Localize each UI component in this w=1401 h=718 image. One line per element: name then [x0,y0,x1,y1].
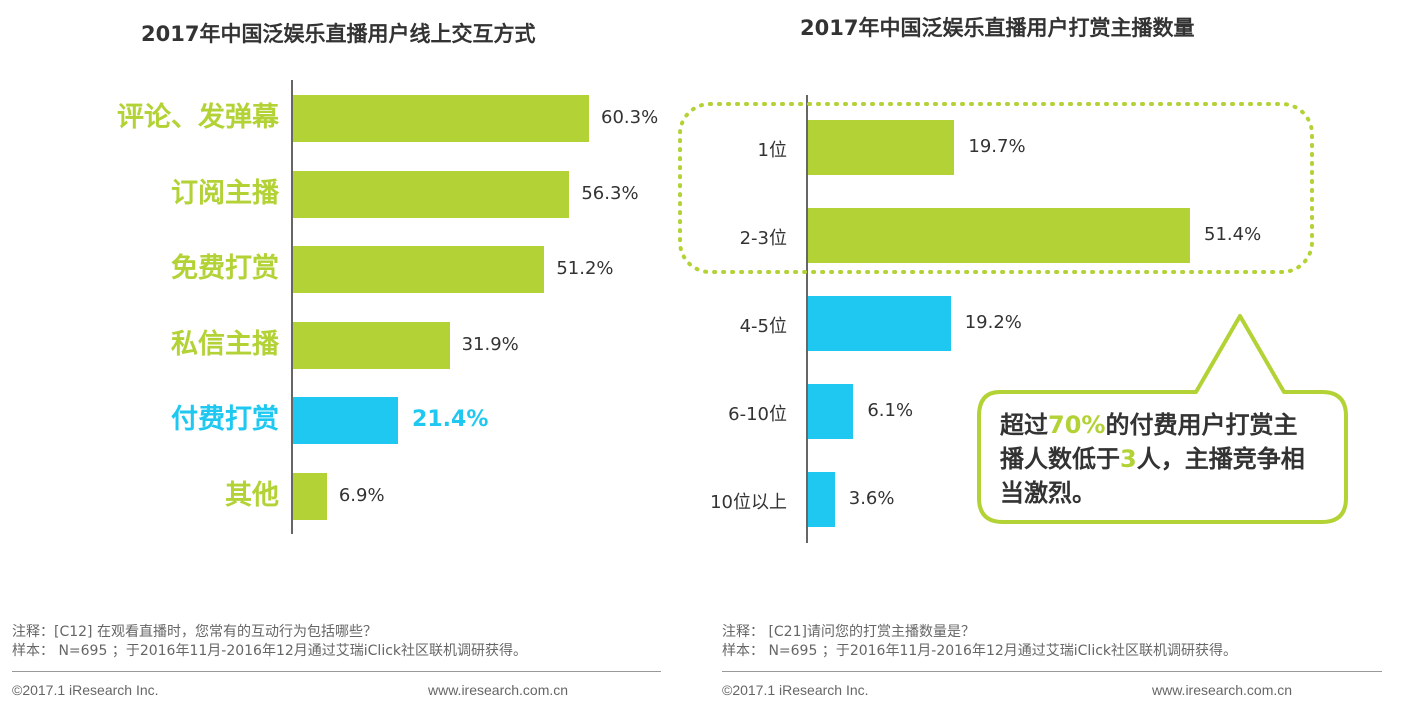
left-bar-4 [293,397,399,444]
left-chart-axis [291,80,293,534]
left-category-label-0: 评论、发弹幕 [117,102,279,133]
left-category-label-2: 免费打赏 [171,253,279,284]
right-website-link[interactable]: www.iresearch.com.cn [1152,682,1293,698]
callout-text-part3: 人，主播竞争相当激烈。 [1000,445,1305,507]
left-footer-divider [12,671,661,672]
left-category-label-4: 付费打赏 [171,404,279,435]
right-category-label-2: 4-5位 [739,316,787,337]
right-value-label-1: 51.4% [1204,224,1262,245]
right-chart-axis [806,95,808,543]
left-bar-3 [293,321,450,369]
callout-highlight-percent: 70% [1048,411,1106,439]
left-website-link[interactable]: www.iresearch.com.cn [428,682,569,698]
left-note-sample: 样本： N=695 ；于2016年11月-2016年12月通过艾瑞iClick社… [12,643,528,659]
left-value-label-2: 51.2% [556,258,614,279]
left-bar-5 [293,472,327,520]
left-value-label-3: 31.9% [461,333,519,355]
left-category-label-5: 其他 [225,479,279,511]
right-footer-divider [722,671,1382,672]
callout-text-part2: 的付费用户打赏主播人数低于 [1000,411,1298,473]
left-note-question: 注释：[C12] 在观看直播时，您常有的互动行为包括哪些？ [12,624,377,640]
right-bar-1 [808,208,1190,263]
left-bar-0 [293,95,589,142]
right-bar-0 [808,120,955,175]
right-category-label-1: 2-3位 [739,228,787,249]
left-value-label-1: 56.3% [581,182,639,204]
left-bar-2 [293,246,545,293]
left-category-label-1: 订阅主播 [171,177,279,209]
right-category-label-4: 10位以上 [710,492,787,513]
right-chart-title: 2017年中国泛娱乐直播用户打赏主播数量 [800,16,1195,40]
right-bar-4 [808,472,835,527]
right-copyright: ©2017.1 iResearch Inc. [722,682,869,698]
right-bar-2 [808,296,951,351]
left-category-label-3: 私信主播 [171,328,279,360]
left-bar-1 [293,170,570,218]
callout-highlight-number: 3 [1120,445,1137,473]
callout-text: 超过70%的付费用户打赏主播人数低于3人，主播竞争相当激烈。 [1000,408,1320,510]
left-copyright: ©2017.1 iResearch Inc. [12,682,159,698]
callout-text-part1: 超过 [1000,411,1048,439]
right-note-sample: 样本： N=695 ；于2016年11月-2016年12月通过艾瑞iClick社… [722,643,1238,659]
right-value-label-4: 3.6% [848,488,895,509]
right-value-label-2: 19.2% [964,312,1022,333]
left-value-label-4: 21.4% [412,407,489,432]
right-value-label-3: 6.1% [867,400,914,421]
right-note-question: 注释： [C21]请问您的打赏主播数量是？ [722,624,975,640]
right-value-label-0: 19.7% [968,136,1026,157]
right-category-label-0: 1位 [757,140,787,161]
left-chart-title: 2017年中国泛娱乐直播用户线上交互方式 [141,22,536,46]
right-bar-3 [808,384,854,439]
left-value-label-5: 6.9% [338,484,385,506]
right-category-label-3: 6-10位 [728,404,787,425]
left-value-label-0: 60.3% [601,107,659,128]
